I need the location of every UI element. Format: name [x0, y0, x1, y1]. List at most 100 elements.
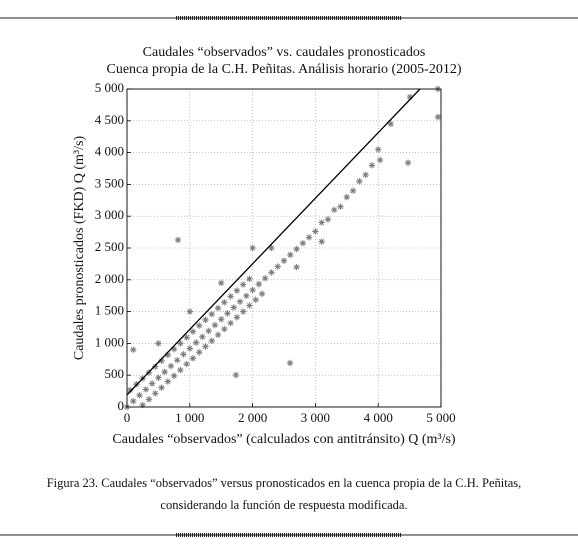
scatter-point	[230, 304, 237, 311]
scatter-point	[152, 363, 159, 370]
x-axis-label: Caudales “observados” (calculados con an…	[112, 432, 456, 447]
scatter-point	[337, 203, 344, 210]
scatter-point	[186, 308, 193, 315]
scatter-point	[224, 310, 231, 317]
plot-area: 0 1 000 2 000 3 000 4 000 5 000 0 500 1 000 1 500…	[95, 80, 456, 425]
scatter-point	[158, 357, 165, 365]
scatter-point	[239, 308, 247, 315]
scatter-point	[221, 299, 228, 306]
scatter-point	[126, 386, 134, 394]
scatter-point	[261, 275, 269, 282]
scatter-point	[233, 287, 241, 294]
scatter-point	[208, 310, 215, 318]
scatter-point	[299, 239, 307, 247]
scatter-point	[218, 316, 225, 323]
scatter-point	[202, 343, 209, 350]
scatter-point	[318, 238, 325, 245]
chart-title: Caudales “observados” vs. caudales prono…	[143, 45, 426, 60]
x-tick-label: 1 000	[175, 410, 204, 425]
y-tick-label: 2 000	[95, 271, 124, 286]
scatter-point	[362, 171, 369, 179]
scatter-point	[233, 314, 241, 321]
x-tick-label: 4 000	[364, 410, 393, 425]
scatter-point	[205, 327, 212, 335]
scatter-point	[174, 356, 181, 364]
scatter-point	[189, 355, 197, 362]
y-tick-label: 4 000	[95, 144, 124, 159]
scatter-point	[164, 378, 172, 385]
plot-frame	[126, 88, 442, 408]
scatter-point	[183, 334, 190, 341]
x-tick-label: 5 000	[426, 410, 455, 425]
scatter-point	[268, 269, 275, 276]
scatter-point	[170, 372, 178, 380]
scatter-point	[255, 280, 263, 288]
scatter-point	[155, 374, 162, 381]
chart-subtitle: Cuenca propia de la C.H. Peñitas. Anális…	[107, 62, 462, 77]
scatter-point	[196, 322, 203, 329]
scatter-point	[305, 234, 313, 241]
scatter-point	[312, 228, 319, 235]
scatter-point	[161, 368, 168, 376]
scatter-point	[183, 360, 190, 368]
scatter-point	[252, 296, 259, 304]
scatter-point	[406, 93, 414, 101]
scatter-point	[324, 216, 332, 223]
scatter-point	[404, 159, 412, 166]
scatter-point	[177, 366, 184, 374]
scatter-point	[246, 275, 253, 283]
scatter-point	[208, 337, 215, 345]
y-tick-label: 1 500	[95, 303, 124, 318]
scatter-point	[202, 316, 209, 324]
scatter-point	[227, 293, 234, 300]
scatter-point	[232, 371, 240, 379]
scatter-point	[180, 351, 187, 358]
x-tick-label: 2 000	[238, 410, 267, 425]
scatter-point	[287, 251, 294, 259]
scatter-point	[227, 319, 234, 327]
scatter-point	[434, 113, 442, 121]
scatter-point	[148, 380, 156, 387]
scatter-point	[186, 345, 193, 352]
scatter-point	[249, 286, 256, 294]
scatter-point	[196, 349, 203, 356]
scatter-point	[286, 359, 294, 367]
y-tick-label: 4 500	[95, 112, 124, 127]
scatter-point	[268, 244, 275, 252]
scatter-point	[293, 263, 300, 271]
y-tick-label: 5 000	[95, 80, 124, 95]
scatter-point	[331, 206, 338, 214]
scatter-point	[164, 351, 172, 359]
scatter-point	[211, 321, 219, 329]
scatter-point	[189, 328, 197, 335]
scatter-point	[239, 281, 247, 288]
x-tick-label: 3 000	[301, 410, 330, 425]
scatter-point	[199, 333, 206, 340]
caption-line: considerando la función de respuesta mod…	[160, 498, 407, 512]
scatter-point	[130, 397, 137, 405]
scatter-point	[152, 390, 159, 397]
scatter-point	[170, 345, 178, 353]
caption-line: Figura 23. Caudales “observados” versus …	[47, 476, 522, 490]
scatter-point	[236, 298, 244, 305]
y-tick-label: 3 000	[95, 207, 124, 222]
scatter-point	[368, 162, 376, 169]
scatter-point	[136, 392, 143, 399]
reference-line	[126, 88, 421, 396]
scatter-point	[192, 339, 200, 346]
scatter-point	[243, 292, 250, 300]
scatter-point	[214, 304, 222, 312]
y-tick-label: 2 500	[95, 239, 124, 254]
scatter-point	[139, 401, 146, 409]
scatter-point	[142, 386, 150, 393]
scatter-point	[158, 384, 165, 391]
scatter-point	[177, 340, 184, 347]
scatter-point	[274, 263, 281, 270]
scatter-point	[343, 193, 350, 201]
scatter-point	[218, 279, 225, 287]
y-tick-label: 0	[118, 398, 125, 413]
scatter-point	[349, 187, 357, 194]
scatter-point	[387, 120, 394, 128]
